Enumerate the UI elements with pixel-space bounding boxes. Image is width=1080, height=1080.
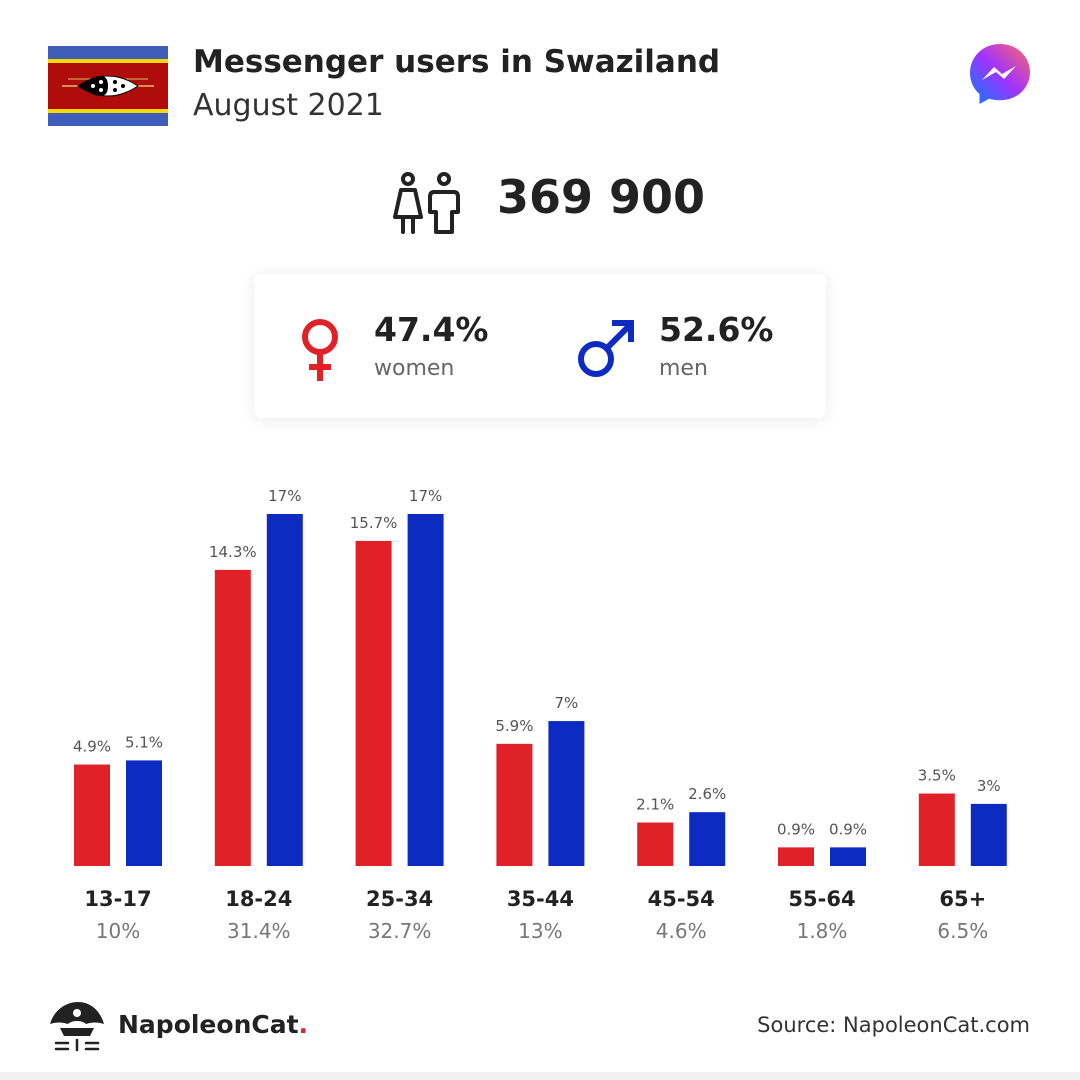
swaziland-flag-icon bbox=[48, 46, 168, 126]
women-percent: 47.4% bbox=[374, 310, 489, 349]
bar-men-25-34 bbox=[407, 514, 444, 866]
data-label-women-25-34: 15.7% bbox=[350, 514, 398, 532]
napoleoncat-logo-icon bbox=[50, 1002, 104, 1052]
bar-men-65+ bbox=[970, 803, 1007, 866]
category-total-45-54: 4.6% bbox=[656, 919, 707, 943]
source-note: Source: NapoleonCat.com bbox=[757, 1013, 1030, 1037]
data-label-men-13-17: 5.1% bbox=[125, 733, 163, 751]
men-percent: 52.6% bbox=[659, 310, 774, 349]
bottom-strip bbox=[0, 1072, 1080, 1080]
data-label-women-45-54: 2.1% bbox=[636, 796, 674, 814]
category-total-35-44: 13% bbox=[518, 919, 562, 943]
bar-women-18-24 bbox=[214, 569, 251, 866]
category-label-13-17: 13-17 bbox=[84, 887, 151, 911]
category-label-18-24: 18-24 bbox=[225, 887, 292, 911]
chart-title: Messenger users in Swaziland bbox=[193, 44, 721, 80]
men-label: men bbox=[659, 356, 708, 381]
data-label-women-35-44: 5.9% bbox=[495, 717, 533, 735]
bar-men-18-24 bbox=[266, 514, 303, 866]
messenger-logo-icon bbox=[970, 44, 1030, 104]
data-label-men-45-54: 2.6% bbox=[688, 785, 726, 803]
female-symbol-icon bbox=[302, 319, 338, 381]
brand-dot: . bbox=[298, 1010, 309, 1039]
category-total-13-17: 10% bbox=[96, 919, 140, 943]
people-icon bbox=[393, 172, 460, 234]
bar-men-35-44 bbox=[548, 721, 585, 866]
age-gender-bar-chart: 4.9% 5.1% 13-17 10% 14.3% 17% 18-24 31.4% 15.7% 1… bbox=[73, 487, 1007, 943]
category-label-55-64: 55-64 bbox=[788, 887, 855, 911]
women-label: women bbox=[374, 356, 455, 381]
brand-name-text: NapoleonCat bbox=[118, 1010, 299, 1039]
data-label-men-35-44: 7% bbox=[555, 694, 579, 712]
data-label-men-55-64: 0.9% bbox=[829, 820, 867, 838]
category-total-18-24: 31.4% bbox=[227, 919, 291, 943]
category-label-65+: 65+ bbox=[939, 887, 986, 911]
category-total-25-34: 32.7% bbox=[368, 919, 432, 943]
bar-women-35-44 bbox=[496, 743, 533, 866]
total-users: 369 900 bbox=[497, 170, 706, 224]
data-label-men-18-24: 17% bbox=[268, 487, 301, 505]
data-label-women-65+: 3.5% bbox=[918, 767, 956, 785]
chart-subtitle: August 2021 bbox=[193, 88, 384, 123]
data-label-women-18-24: 14.3% bbox=[209, 543, 257, 561]
category-total-55-64: 1.8% bbox=[797, 919, 848, 943]
category-label-25-34: 25-34 bbox=[366, 887, 433, 911]
category-total-65+: 6.5% bbox=[937, 919, 988, 943]
data-label-women-13-17: 4.9% bbox=[73, 738, 111, 756]
category-label-35-44: 35-44 bbox=[507, 887, 574, 911]
bar-women-65+ bbox=[918, 793, 955, 866]
bar-women-55-64 bbox=[778, 847, 814, 866]
bar-women-13-17 bbox=[74, 764, 110, 866]
bar-women-45-54 bbox=[637, 822, 674, 866]
category-label-45-54: 45-54 bbox=[648, 887, 715, 911]
bar-men-45-54 bbox=[689, 812, 726, 866]
bar-men-13-17 bbox=[126, 760, 162, 866]
data-label-women-55-64: 0.9% bbox=[777, 820, 815, 838]
gender-split-card: 47.4% women 52.6% men bbox=[254, 274, 826, 418]
bar-men-55-64 bbox=[830, 847, 866, 866]
brand-name[interactable]: NapoleonCat. bbox=[118, 1010, 308, 1039]
data-label-men-25-34: 17% bbox=[409, 487, 442, 505]
bar-women-25-34 bbox=[355, 540, 392, 866]
male-symbol-icon bbox=[578, 320, 634, 377]
data-label-men-65+: 3% bbox=[977, 777, 1001, 795]
